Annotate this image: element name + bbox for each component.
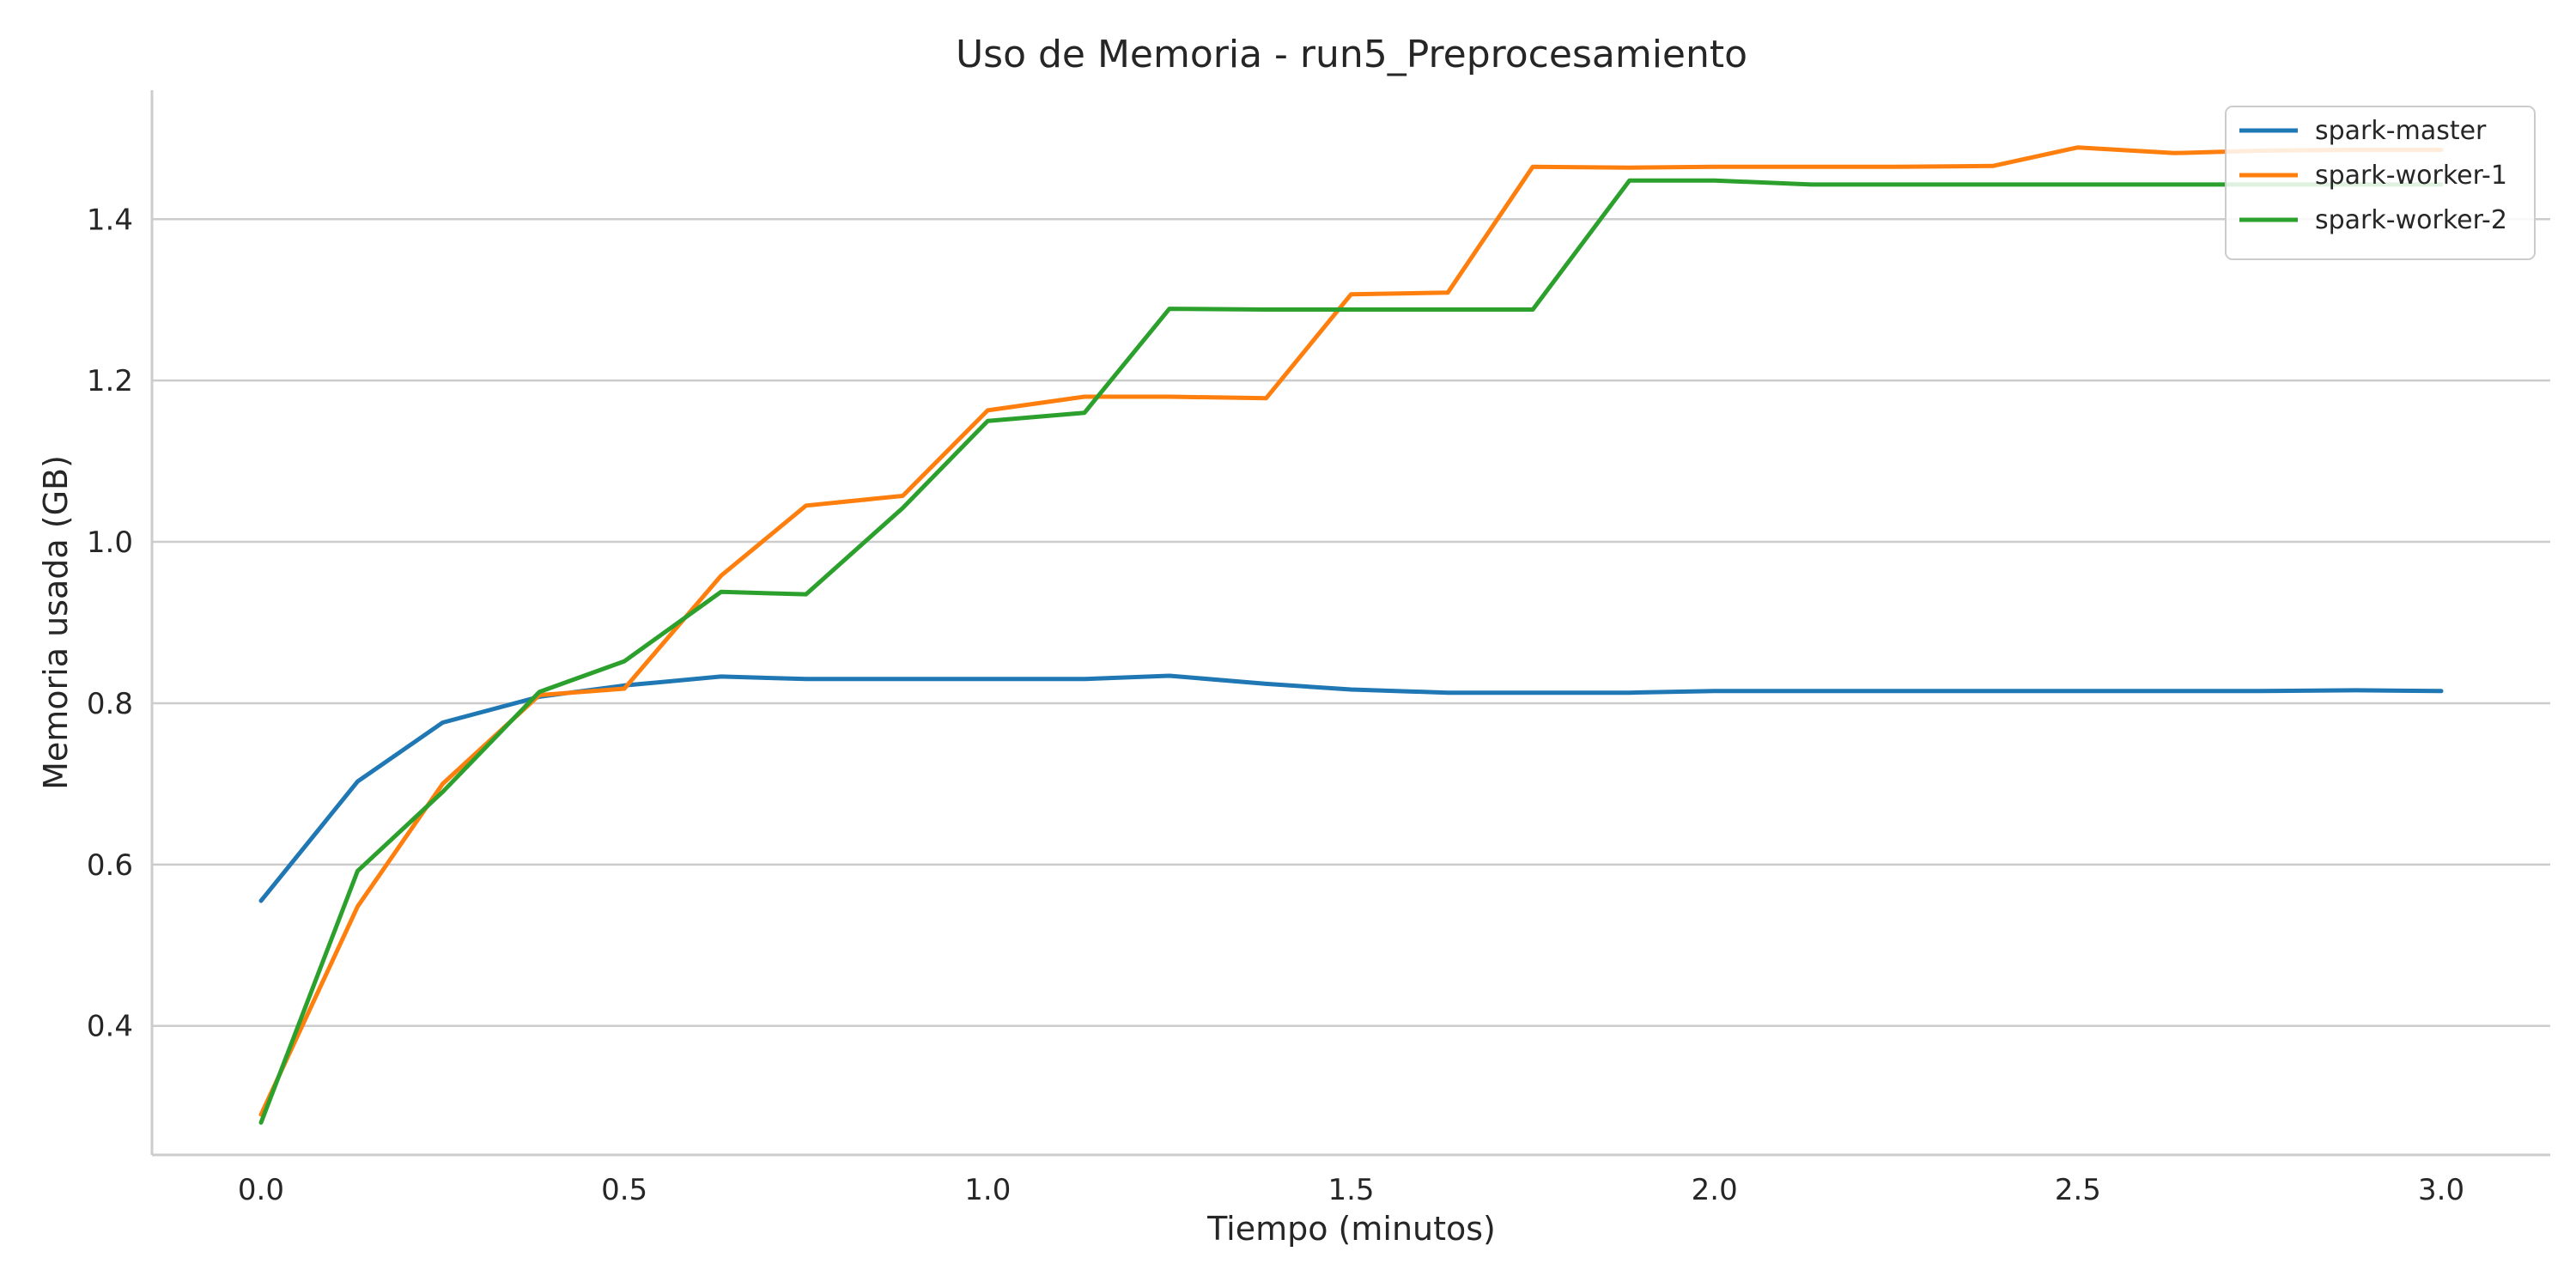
- series-lines: [258, 145, 2444, 1125]
- x-tick-label: 3.0: [2418, 1173, 2464, 1207]
- series-line-spark-master: [258, 673, 2444, 903]
- y-tick-label: 0.6: [87, 848, 133, 883]
- legend-label: spark-master: [2315, 116, 2487, 146]
- y-tick-label: 1.4: [87, 203, 133, 237]
- y-tick-label: 0.4: [87, 1010, 133, 1044]
- y-tick-label: 1.2: [87, 364, 133, 398]
- y-tick-label: 0.8: [87, 687, 133, 721]
- axes: [150, 90, 2550, 1157]
- x-tick-label: 0.5: [601, 1173, 647, 1207]
- gridlines: [152, 218, 2550, 1027]
- legend-label: spark-worker-2: [2315, 205, 2507, 235]
- chart-title: Uso de Memoria - run5_Preprocesamiento: [956, 33, 1747, 76]
- y-tick-label: 1.0: [87, 526, 133, 560]
- y-axis-title: Memoria usada (GB): [37, 455, 75, 790]
- legend-box: [2225, 106, 2536, 260]
- x-tick-labels: 0.0 0.5 1.0 1.5 2.0 2.5 3.0: [238, 1173, 2464, 1207]
- x-tick-label: 1.0: [964, 1173, 1011, 1207]
- x-tick-label: 2.0: [1692, 1173, 1738, 1207]
- x-tick-label: 2.5: [2055, 1173, 2101, 1207]
- x-tick-label: 0.0: [238, 1173, 284, 1207]
- series-line-spark-worker-1: [258, 145, 2444, 1117]
- series-line-spark-worker-2: [258, 178, 2444, 1125]
- y-tick-labels: 0.4 0.6 0.8 1.0 1.2 1.4: [87, 203, 133, 1043]
- legend-label: spark-worker-1: [2315, 161, 2507, 191]
- x-axis-title: Tiempo (minutos): [1206, 1210, 1496, 1248]
- x-tick-label: 1.5: [1327, 1173, 1374, 1207]
- legend: spark-master spark-worker-1 spark-worker-2: [2225, 106, 2536, 260]
